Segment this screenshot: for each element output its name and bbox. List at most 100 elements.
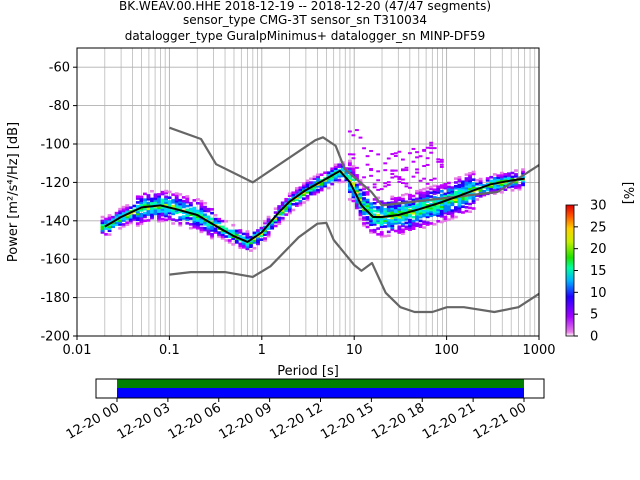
psd-cell xyxy=(143,202,147,205)
psd-cell xyxy=(196,198,200,201)
psd-cell xyxy=(107,219,112,223)
psd-cell xyxy=(256,231,260,234)
psd-cell xyxy=(436,212,441,215)
psd-cell xyxy=(379,217,384,221)
psd-cell-outlier xyxy=(432,147,437,150)
psd-cell xyxy=(443,211,448,215)
psd-cell xyxy=(496,185,501,189)
psd-cell-outlier xyxy=(425,146,430,149)
psd-cell xyxy=(383,234,388,238)
psd-cell xyxy=(369,211,374,215)
psd-cell xyxy=(287,192,292,196)
psd-cell xyxy=(333,175,338,178)
psd-cell xyxy=(471,197,476,201)
psd-cell xyxy=(157,200,161,204)
psd-cell xyxy=(259,234,264,238)
psd-cell xyxy=(468,175,472,179)
psd-cell xyxy=(457,193,462,196)
psd-cell xyxy=(376,227,381,230)
psd-cell xyxy=(213,227,218,230)
psd-cell xyxy=(422,214,427,218)
psd-cell xyxy=(461,197,465,201)
psd-cell xyxy=(337,171,342,174)
psd-cell xyxy=(418,190,423,194)
psd-cell xyxy=(422,208,427,212)
psd-cell xyxy=(181,199,186,203)
psd-cell xyxy=(422,193,427,197)
psd-cell xyxy=(171,199,176,202)
psd-cell xyxy=(238,244,243,248)
psd-cell xyxy=(135,210,140,214)
psd-cell xyxy=(379,231,384,234)
psd-cell xyxy=(425,200,430,203)
psd-cell xyxy=(372,213,377,217)
psd-cell xyxy=(369,208,374,211)
psd-cell xyxy=(340,174,345,178)
psd-cell xyxy=(439,214,444,218)
psd-cell xyxy=(379,210,384,213)
psd-cell xyxy=(206,227,211,230)
psd-cell xyxy=(245,245,250,249)
colorbar-label: [%] xyxy=(620,182,635,205)
psd-cell xyxy=(192,214,197,218)
psd-cell xyxy=(372,230,377,234)
psd-cell xyxy=(347,188,352,192)
psd-cell xyxy=(263,239,267,242)
psd-cell xyxy=(514,175,518,178)
psd-cell xyxy=(333,178,338,182)
psd-cell xyxy=(146,196,151,199)
psd-cell xyxy=(125,221,130,225)
psd-cell xyxy=(521,168,525,171)
psd-cell xyxy=(464,179,469,182)
psd-cell xyxy=(192,220,197,223)
psd-cell xyxy=(365,200,370,204)
psd-cell xyxy=(443,219,448,223)
psd-cell xyxy=(514,182,518,186)
psd-cell xyxy=(408,222,412,226)
psd-cell xyxy=(425,221,430,224)
psd-cell xyxy=(104,219,108,223)
psd-cell xyxy=(174,203,179,207)
psd-cell xyxy=(369,223,374,227)
psd-cell xyxy=(220,225,225,229)
psd-cell xyxy=(365,208,370,211)
psd-cell xyxy=(393,208,398,212)
psd-cell xyxy=(369,229,374,232)
psd-cell xyxy=(316,173,320,177)
psd-cell xyxy=(210,225,214,228)
psd-cell xyxy=(468,177,472,181)
psd-cell xyxy=(298,196,303,199)
psd-cell xyxy=(256,238,260,242)
psd-cell xyxy=(344,178,349,182)
psd-cell xyxy=(157,196,161,200)
psd-cell-outlier xyxy=(386,157,391,160)
psd-cell xyxy=(446,208,451,212)
x-tick-label: 1000 xyxy=(522,343,555,358)
psd-cell xyxy=(464,188,469,192)
psd-cell xyxy=(376,213,381,217)
psd-cell xyxy=(496,176,501,179)
psd-cell xyxy=(181,203,186,207)
psd-cell xyxy=(454,192,458,196)
psd-cell xyxy=(521,170,525,173)
psd-cell xyxy=(280,211,285,214)
psd-cell xyxy=(238,229,243,232)
psd-cell-outlier xyxy=(408,152,412,155)
psd-cell-outlier xyxy=(411,160,416,163)
psd-cell xyxy=(390,220,395,224)
psd-cell xyxy=(471,187,476,191)
psd-cell xyxy=(415,214,419,218)
psd-cell xyxy=(510,171,515,175)
psd-cell xyxy=(263,229,267,233)
psd-cell xyxy=(478,177,483,181)
psd-cell xyxy=(287,204,292,207)
psd-cell xyxy=(121,223,126,226)
colorbar: 0 5 10 15 20 25 30 [%] xyxy=(565,182,635,345)
psd-cell xyxy=(400,211,405,214)
psd-cell xyxy=(376,217,381,221)
psd-cell xyxy=(174,199,179,203)
psd-cell xyxy=(100,225,105,228)
psd-cell xyxy=(227,239,232,242)
psd-cell xyxy=(118,217,123,221)
psd-cell xyxy=(372,221,377,224)
